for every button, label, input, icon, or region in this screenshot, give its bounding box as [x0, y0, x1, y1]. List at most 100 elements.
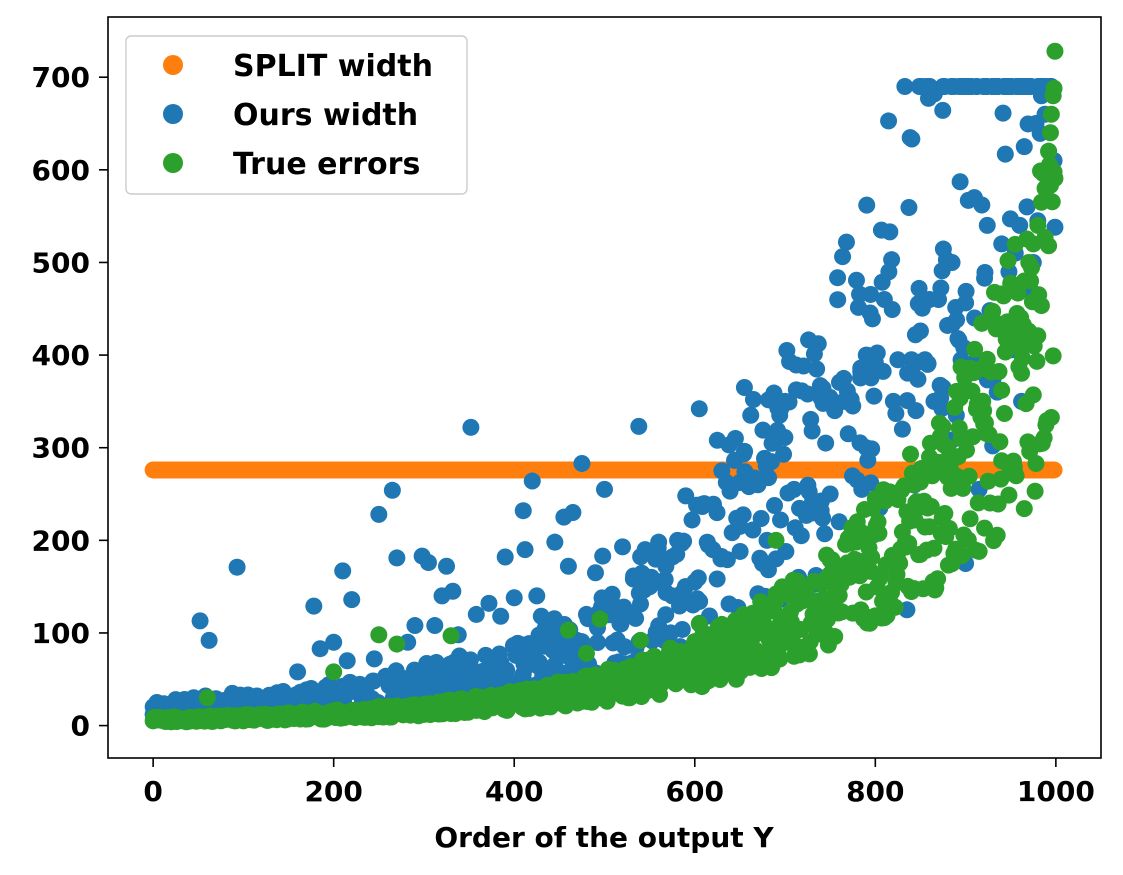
ours-width-point: [768, 421, 786, 439]
ours-width-point: [951, 173, 969, 191]
ours-width-point: [450, 647, 468, 665]
ours-width-point: [839, 425, 857, 443]
ours-width-point: [865, 387, 883, 405]
ours-width-point: [528, 587, 546, 605]
x-tick-label: 400: [485, 775, 543, 808]
ours-width-point: [803, 422, 821, 440]
x-tick-label: 600: [666, 775, 724, 808]
ours-width-point: [370, 505, 388, 523]
ours-width-point: [704, 541, 722, 559]
true-errors-point: [690, 615, 708, 633]
ours-width-point: [976, 269, 994, 287]
true-errors-point: [1024, 386, 1042, 404]
ours-width-point: [686, 573, 704, 591]
true-errors-point: [925, 539, 943, 557]
ours-width-point: [812, 502, 830, 520]
x-tick-label: 800: [846, 775, 904, 808]
series-true-errors: [144, 42, 1064, 731]
ours-width-point: [884, 392, 902, 410]
ours-width-point: [577, 605, 595, 623]
ours-width-point: [1015, 138, 1033, 156]
ours-width-point: [354, 678, 372, 696]
ours-width-point: [901, 129, 919, 147]
legend-label: Ours width: [233, 98, 418, 133]
ours-width-point: [388, 549, 406, 567]
true-errors-point: [1032, 193, 1050, 211]
true-errors-point: [870, 524, 888, 542]
true-errors-point: [886, 598, 904, 616]
ours-width-point: [863, 310, 881, 328]
true-errors-point: [632, 631, 650, 649]
ours-width-point: [695, 495, 713, 513]
ours-width-point: [721, 482, 739, 500]
ours-width-point: [875, 291, 893, 309]
ours-width-point: [467, 605, 485, 623]
true-errors-point: [953, 546, 971, 564]
ours-width-point: [814, 379, 832, 397]
y-tick-label: 200: [32, 524, 90, 557]
true-errors-point: [952, 429, 970, 447]
true-errors-point: [922, 497, 940, 515]
true-errors-point: [993, 381, 1011, 399]
ours-width-point: [799, 476, 817, 494]
ours-width-point: [444, 582, 462, 600]
true-errors-point: [990, 362, 1008, 380]
ours-width-point: [959, 191, 977, 209]
ours-width-point: [516, 541, 534, 559]
ours-width-point: [866, 353, 884, 371]
ours-width-point: [409, 672, 427, 690]
ours-width-point: [994, 104, 1012, 122]
true-errors-point: [920, 448, 938, 466]
x-axis-label: Order of the output Y: [434, 821, 774, 854]
true-errors-point: [848, 513, 866, 531]
ours-width-point: [541, 629, 559, 647]
true-errors-point: [1032, 297, 1050, 315]
ours-width-point: [862, 285, 880, 303]
true-errors-point: [1006, 337, 1024, 355]
true-errors-point: [388, 635, 406, 653]
true-errors-point: [1024, 235, 1042, 253]
ours-width-point: [766, 497, 784, 515]
ours-width-point: [589, 634, 607, 652]
x-tick-label: 1000: [1017, 775, 1095, 808]
true-errors-point: [370, 626, 388, 644]
ours-width-point: [708, 570, 726, 588]
true-errors-point: [976, 519, 994, 537]
ours-width-point: [630, 417, 648, 435]
true-errors-point: [1046, 42, 1064, 60]
true-errors-point: [1000, 486, 1018, 504]
ours-width-point: [934, 240, 952, 258]
ours-width-point: [462, 418, 480, 436]
ours-width-point: [325, 633, 343, 651]
ours-width-point: [650, 533, 668, 551]
ours-width-point: [996, 145, 1014, 163]
ours-width-point: [675, 532, 693, 550]
true-errors-point: [800, 645, 818, 663]
ours-width-point: [772, 511, 790, 529]
ours-width-point: [514, 502, 532, 520]
true-errors-point: [934, 418, 952, 436]
ours-width-point: [830, 513, 848, 531]
ours-width-point: [859, 451, 877, 469]
ours-width-point: [829, 291, 847, 309]
ours-width-point: [713, 462, 731, 480]
ours-width-point: [731, 517, 749, 535]
true-errors-point: [1020, 253, 1038, 271]
ours-width-point: [191, 612, 209, 630]
ours-width-point: [880, 112, 898, 130]
ours-width-point: [742, 406, 760, 424]
true-errors-point: [559, 621, 577, 639]
ours-width-point: [496, 548, 514, 566]
ours-width-point: [791, 499, 809, 517]
true-errors-point: [1036, 179, 1054, 197]
ours-width-point: [785, 480, 803, 498]
x-tick-label: 200: [304, 775, 362, 808]
true-errors-point: [929, 570, 947, 588]
series-split-width: [144, 461, 1063, 479]
ours-width-point: [909, 370, 927, 388]
y-tick-label: 300: [32, 432, 90, 465]
ours-width-point: [544, 641, 562, 659]
axes: 0 200 400 600 800 1000 0 100 200 300 400 500 600 700: [32, 16, 1102, 808]
ours-width-point: [763, 453, 780, 471]
